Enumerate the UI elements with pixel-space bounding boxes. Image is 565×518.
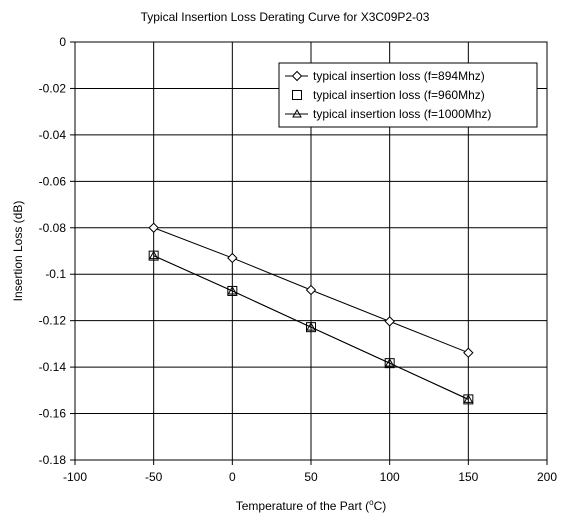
y-tick-label: -0.08 (39, 221, 67, 235)
data-point-square (292, 90, 302, 100)
x-tick-label: 50 (304, 470, 318, 484)
legend-box (278, 62, 538, 128)
y-tick-label: -0.16 (39, 407, 67, 421)
data-point-triangle (148, 250, 159, 260)
legend-label: typical insertion loss (f=894Mhz) (313, 69, 485, 83)
y-axis-label: Insertion Loss (dB) (11, 201, 25, 302)
data-point-triangle (463, 394, 474, 403)
y-axis: 0 -0.02 -0.04 -0.06 -0.08 -0.1 -0.12 -0.14 -0.16… (39, 35, 75, 467)
data-point-diamond (384, 316, 395, 327)
x-axis-label-prefix: Temperature of the Part ( (236, 499, 369, 513)
x-axis-label-degree: o (369, 498, 374, 507)
x-tick-label: -50 (145, 470, 163, 484)
series-line-triangle (153, 255, 469, 400)
data-point-triangle (306, 322, 316, 331)
y-tick-label: -0.18 (39, 453, 67, 467)
x-tick-label: 100 (380, 470, 400, 484)
data-point-diamond (291, 70, 303, 82)
legend-label: typical insertion loss (f=1000Mhz) (313, 107, 491, 121)
x-axis-label: Temperature of the Part (oC) (236, 498, 387, 513)
series-group (148, 222, 474, 405)
data-point-triangle (384, 358, 395, 367)
y-tick-label: 0 (59, 35, 66, 49)
y-tick-label: -0.02 (39, 81, 67, 95)
y-tick-label: -0.14 (39, 360, 67, 374)
data-point-triangle (227, 285, 238, 295)
x-tick-label: 150 (458, 470, 478, 484)
x-tick-label: 0 (229, 470, 236, 484)
x-tick-label: 200 (537, 470, 557, 484)
y-tick-label: -0.12 (39, 314, 67, 328)
data-point-diamond (148, 222, 159, 233)
y-tick-label: -0.06 (39, 174, 67, 188)
legend: typical insertion loss (f=894Mhz) typical… (278, 62, 538, 128)
data-point-triangle (292, 108, 302, 118)
x-tick-label: -100 (63, 470, 87, 484)
data-point-diamond (227, 252, 238, 264)
legend-label: typical insertion loss (f=960Mhz) (313, 88, 485, 102)
y-tick-label: -0.04 (39, 128, 67, 142)
y-tick-label: -0.1 (45, 267, 66, 281)
chart-title: Typical Insertion Loss Derating Curve fo… (141, 10, 430, 24)
x-axis: -100 -50 0 50 100 150 200 (63, 460, 557, 484)
data-point-diamond (305, 284, 317, 296)
data-point-diamond (463, 347, 474, 358)
x-axis-label-suffix: C) (374, 499, 387, 513)
